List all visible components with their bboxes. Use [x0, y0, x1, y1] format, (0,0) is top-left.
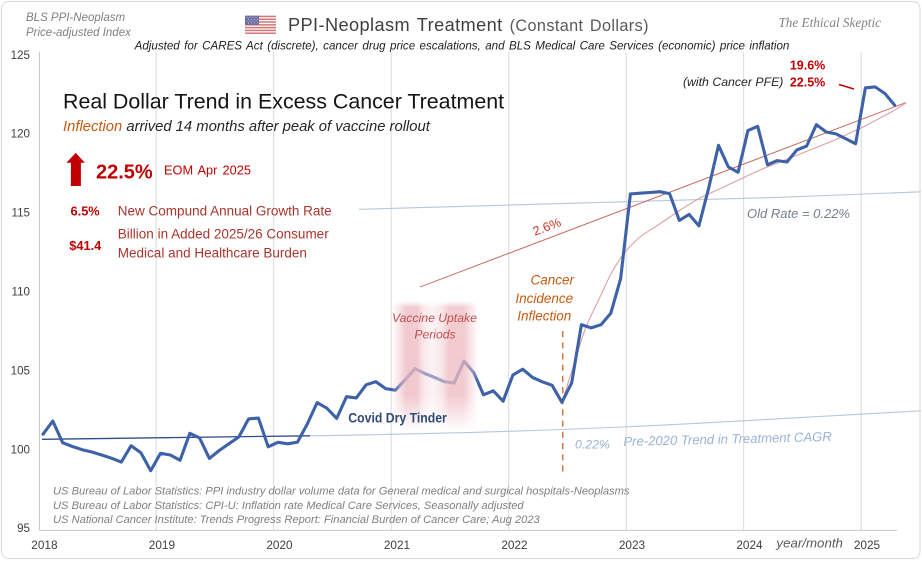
svg-text:US National Cancer Institute:: US National Cancer Institute: Trends Pro… [53, 514, 541, 526]
svg-text:Pre-2020 Trend in Treatment CA: Pre-2020 Trend in Treatment CAGR [623, 429, 832, 449]
svg-text:The Ethical Skeptic: The Ethical Skeptic [778, 15, 881, 30]
svg-text:Cancer: Cancer [531, 273, 575, 288]
svg-text:0.22%: 0.22% [575, 438, 610, 452]
svg-text:Old Rate = 0.22%: Old Rate = 0.22% [747, 206, 850, 221]
svg-text:2020: 2020 [266, 538, 293, 552]
svg-text:PPI-Neoplasm Treatment (Consta: PPI-Neoplasm Treatment (Constant Dollars… [288, 15, 649, 35]
svg-text:Incidence: Incidence [515, 291, 573, 306]
svg-text:2025: 2025 [854, 538, 881, 552]
svg-text:100: 100 [11, 443, 30, 456]
svg-text:2019: 2019 [149, 538, 175, 552]
svg-text:105: 105 [11, 364, 30, 377]
svg-text:Medical and Healthcare Burden: Medical and Healthcare Burden [118, 246, 307, 261]
svg-text:2023: 2023 [619, 538, 646, 552]
svg-text:New Compund Annual Growth Rate: New Compund Annual Growth Rate [118, 204, 332, 219]
svg-text:Inflection arrived 14 months a: Inflection arrived 14 months after peak … [63, 119, 431, 135]
svg-text:Real Dollar Trend in Excess Ca: Real Dollar Trend in Excess Cancer Treat… [63, 90, 504, 114]
svg-text:Price-adjusted Index: Price-adjusted Index [26, 27, 132, 39]
svg-text:6.5%: 6.5% [71, 204, 101, 219]
svg-text:115: 115 [12, 207, 30, 220]
svg-text:Covid Dry Tinder: Covid Dry Tinder [348, 411, 447, 427]
svg-text:Billion in Added 2025/26 Consu: Billion in Added 2025/26 Consumer [118, 227, 329, 242]
svg-text:22.5%: 22.5% [96, 162, 153, 184]
svg-text:22.5%: 22.5% [790, 75, 825, 89]
svg-text:Vaccine Uptake: Vaccine Uptake [392, 311, 477, 325]
svg-text:110: 110 [12, 286, 30, 299]
svg-text:Inflection: Inflection [517, 309, 571, 324]
svg-text:125: 125 [11, 49, 30, 62]
svg-text:120: 120 [11, 128, 30, 141]
svg-text:EOM Apr 2025: EOM Apr 2025 [164, 163, 251, 178]
svg-text:US Bureau of Labor Statistics:: US Bureau of Labor Statistics: CPI-U: In… [53, 500, 524, 512]
svg-text:$41.4: $41.4 [69, 238, 102, 253]
svg-text:95: 95 [17, 522, 30, 535]
svg-text:2021: 2021 [384, 538, 410, 552]
svg-text:BLS PPI-Neoplasm: BLS PPI-Neoplasm [26, 12, 125, 24]
svg-text:2022: 2022 [501, 538, 527, 552]
svg-text:year/month: year/month [775, 536, 843, 551]
svg-text:2018: 2018 [31, 538, 58, 552]
svg-text:Periods: Periods [414, 328, 455, 342]
svg-text:Adjusted for CARES Act (discre: Adjusted for CARES Act (discrete), cance… [134, 40, 790, 53]
svg-text:2024: 2024 [736, 538, 763, 552]
svg-text:US Bureau of Labor Statistics:: US Bureau of Labor Statistics: PPI indus… [53, 486, 630, 498]
svg-text:(with Cancer PFE): (with Cancer PFE) [683, 75, 783, 89]
svg-text:19.6%: 19.6% [790, 59, 825, 73]
